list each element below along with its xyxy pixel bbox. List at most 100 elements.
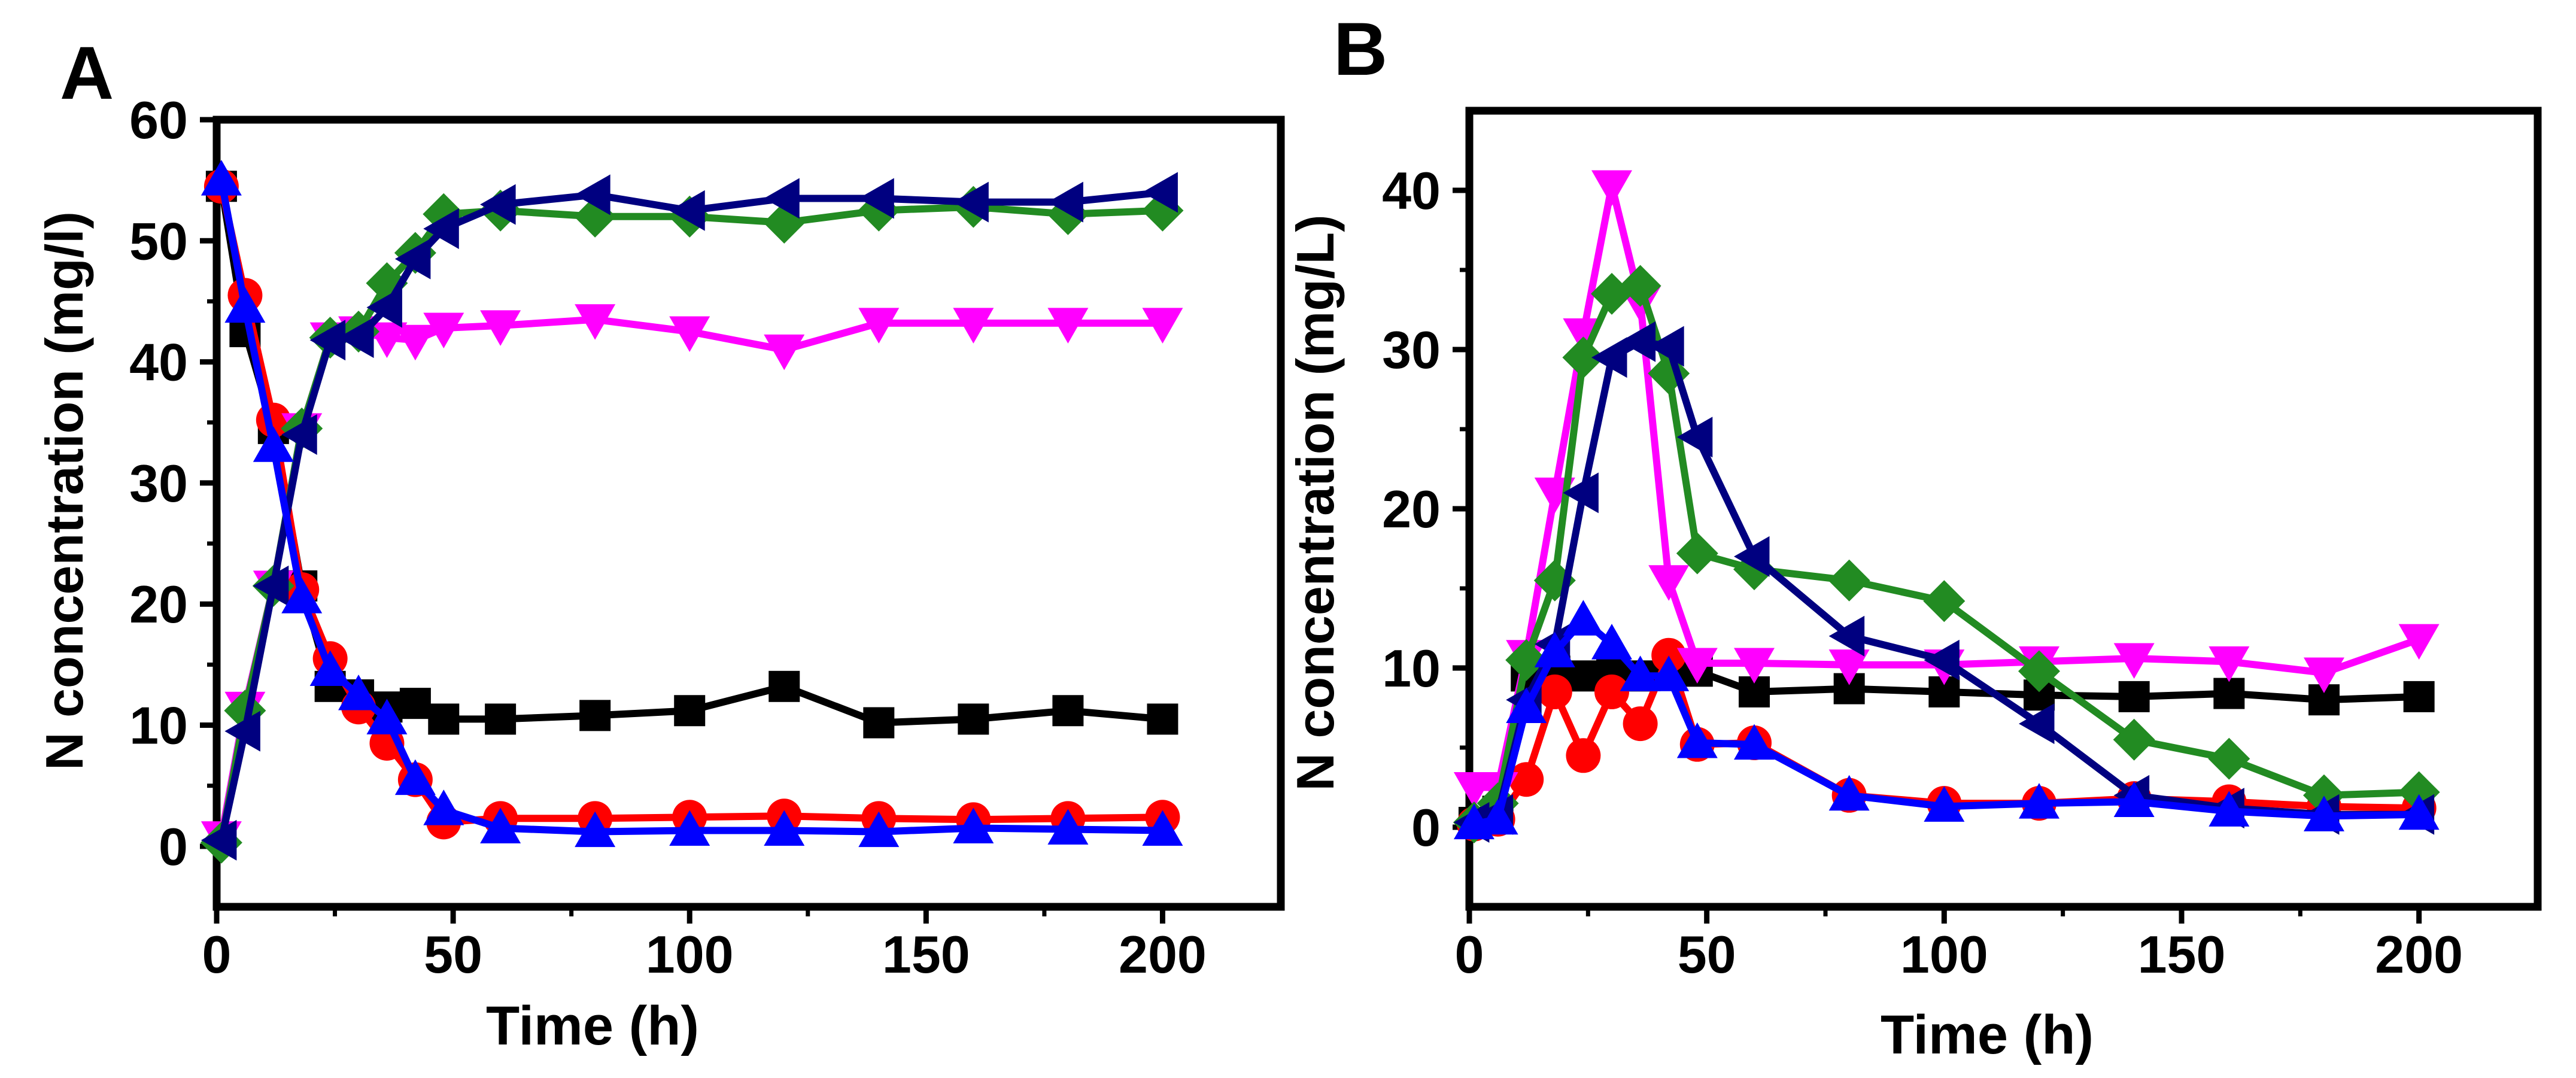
data-point-blue-triangle-up [953,807,994,843]
y-tick-label: 30 [1382,320,1441,379]
data-point-green-diamond [1562,336,1605,379]
plot-frame [212,116,1285,911]
panel-a-x-axis-title: Time (h) [486,995,699,1056]
y-tick-label: 40 [129,333,188,392]
panel-a-label: A [60,32,114,115]
y-tick-label: 10 [1382,639,1441,698]
data-point-red-circle [1566,738,1601,773]
data-point-navy-triangle-left [953,181,989,223]
data-point-black-square [1052,695,1084,727]
data-point-green-diamond [1676,532,1718,575]
data-point-green-diamond [1923,580,1966,622]
x-tick-label: 200 [2375,925,2463,984]
data-point-navy-triangle-left [366,287,402,328]
data-point-magenta-triangle-down [953,308,994,344]
panel-b-x-axis-title: Time (h) [1881,1004,2094,1065]
data-point-navy-triangle-left [338,317,374,359]
data-point-green-diamond [1505,639,1548,681]
y-tick-label: 50 [129,211,188,271]
data-point-navy-triangle-left [1924,639,1960,681]
data-point-black-square [2213,678,2245,709]
data-point-navy-triangle-left [1828,615,1865,657]
x-tick-label: 50 [424,925,482,984]
data-point-blue-triangle-up [2209,791,2250,827]
y-tick-label: 30 [129,454,188,513]
data-point-blue-triangle-up [2304,795,2344,831]
data-point-blue-triangle-up [1620,655,1661,691]
data-point-blue-triangle-up [309,650,351,686]
series-green-diamond [1453,265,2440,844]
data-point-magenta-triangle-down [2398,624,2440,660]
series-blue-triangle-up [201,160,1183,848]
data-point-magenta-triangle-down [1828,649,1870,685]
data-point-blue-triangle-up [2398,794,2440,830]
y-tick-label: 60 [129,90,188,150]
data-point-black-square [958,703,989,735]
data-point-navy-triangle-left [1620,321,1656,362]
data-point-red-circle [1509,762,1544,797]
data-point-blue-triangle-up [1563,600,1604,636]
series-blue-triangle-up [1453,600,2440,840]
data-point-blue-triangle-up [1534,631,1575,667]
data-point-blue-triangle-up [201,160,242,196]
x-tick-label: 200 [1119,925,1207,984]
data-point-blue-triangle-up [423,789,464,825]
data-point-blue-triangle-up [764,810,805,846]
data-point-navy-triangle-left [394,238,431,280]
data-point-black-square [2118,681,2150,712]
y-tick-label: 0 [159,817,188,876]
data-point-black-square [2403,681,2435,712]
panel-b-label: B [1333,8,1387,91]
data-point-blue-triangle-up [1734,724,1775,760]
x-tick-label: 100 [1900,925,1988,984]
x-tick-label: 100 [646,925,734,984]
data-point-navy-triangle-left [2019,703,2055,745]
data-point-navy-triangle-left [1676,417,1713,458]
data-point-green-diamond [2113,718,2155,761]
data-point-blue-triangle-up [1591,624,1632,660]
data-point-magenta-triangle-down [423,312,464,348]
data-point-magenta-triangle-down [1648,565,1690,601]
data-point-green-diamond [1828,559,1870,602]
series-navy-triangle-left [201,172,1178,861]
data-point-navy-triangle-left [764,178,800,219]
data-point-blue-triangle-up [366,699,408,734]
data-point-black-square [399,688,431,719]
data-point-black-square [485,703,517,735]
data-point-red-circle [1537,674,1572,709]
data-point-green-diamond [2208,737,2250,780]
data-point-magenta-triangle-down [1591,170,1632,207]
data-point-blue-triangle-up [1924,786,1965,822]
data-point-navy-triangle-left [480,184,516,225]
data-point-navy-triangle-left [1734,536,1770,577]
data-point-magenta-triangle-down [764,334,805,371]
data-point-blue-triangle-up [2019,783,2059,819]
data-point-navy-triangle-left [1591,337,1627,378]
data-point-magenta-triangle-down [858,308,900,344]
data-point-blue-triangle-up [253,426,294,462]
y-tick-label: 0 [1411,798,1441,857]
data-point-magenta-triangle-down [394,324,436,361]
x-tick-label: 0 [202,925,232,984]
data-point-navy-triangle-left [281,414,317,455]
data-point-navy-triangle-left [1142,172,1178,213]
data-point-blue-triangle-up [1648,655,1690,691]
data-point-green-diamond [2018,650,2060,693]
y-tick-label: 10 [129,696,188,755]
data-point-navy-triangle-left [1047,181,1083,223]
data-point-blue-triangle-up [2113,781,2155,817]
data-point-blue-triangle-up [224,287,266,323]
panel-b-chart: B Time (h) N concentration (mg/L) 0 50 100… [1286,8,2542,1065]
data-point-navy-triangle-left [253,565,289,606]
data-point-blue-triangle-up [1676,722,1718,758]
data-point-navy-triangle-left [423,208,459,250]
data-point-magenta-triangle-down [2113,643,2155,679]
data-point-navy-triangle-left [669,190,705,231]
data-point-blue-triangle-up [1477,798,1518,835]
data-point-magenta-triangle-down [2209,646,2250,682]
data-point-magenta-triangle-down [2304,657,2344,693]
data-point-blue-triangle-up [281,578,323,614]
data-point-blue-triangle-up [1047,809,1089,845]
